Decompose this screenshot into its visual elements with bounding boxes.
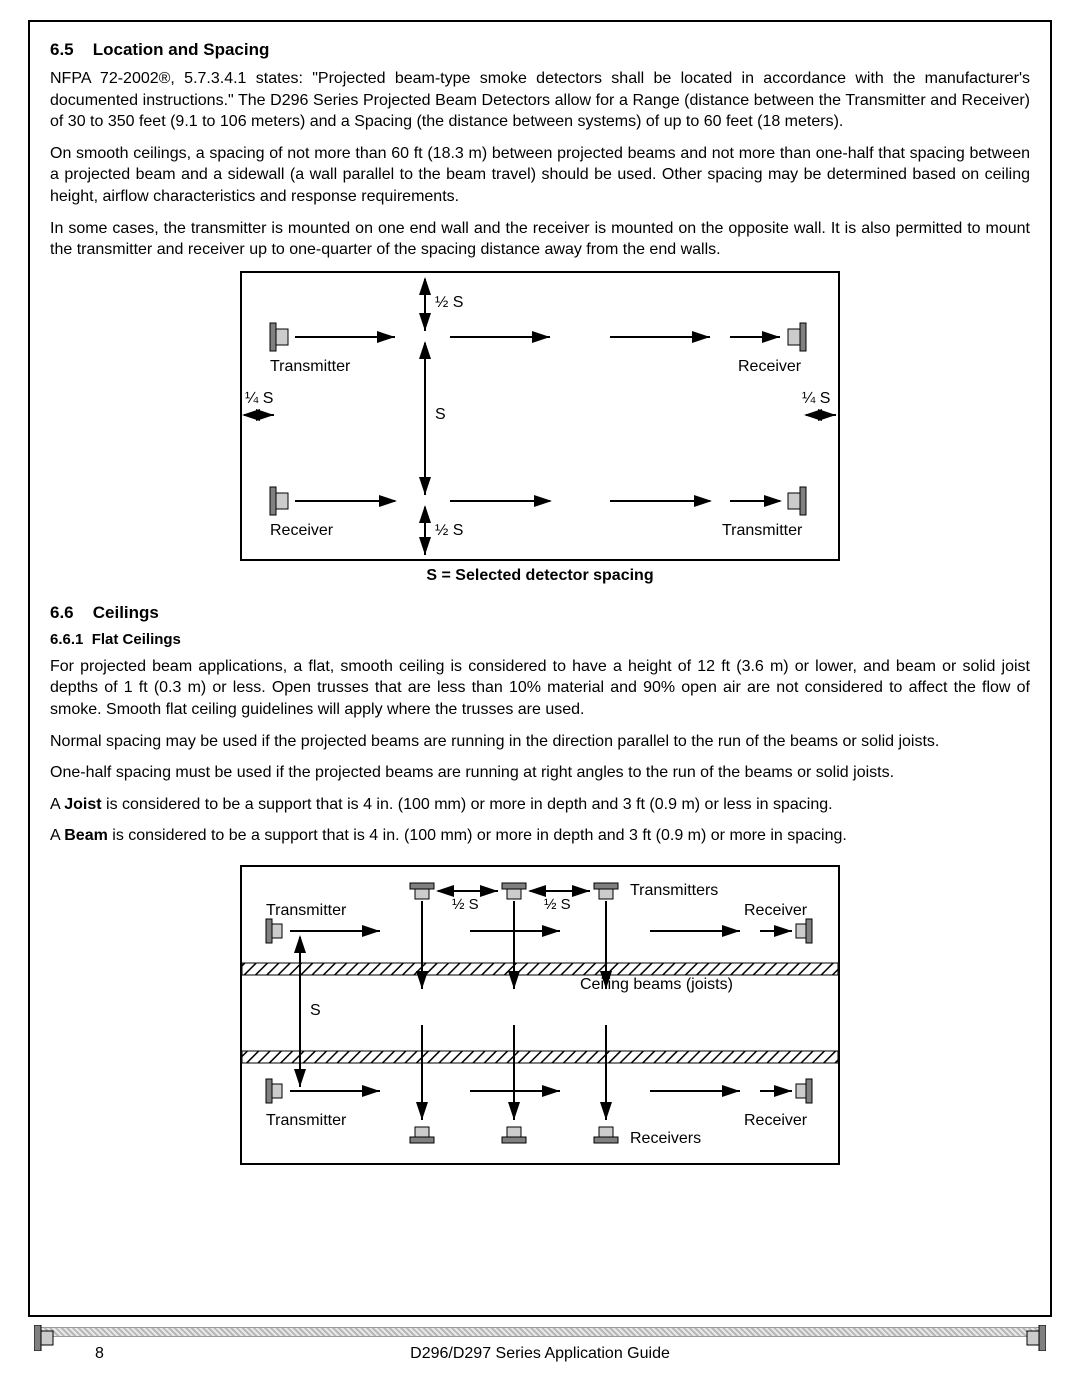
footer-rule xyxy=(40,1327,1040,1337)
svg-text:Receiver: Receiver xyxy=(744,1112,808,1129)
heading-title: Ceilings xyxy=(93,603,159,622)
label-quarter-s-r: ¼ S xyxy=(802,390,830,407)
svg-text:Receiver: Receiver xyxy=(744,902,808,919)
label-receiver-bl: Receiver xyxy=(270,522,334,539)
heading-6-6-1: 6.6.1 Flat Ceilings xyxy=(50,631,1030,648)
page-number: 8 xyxy=(95,1345,104,1363)
subheading-title: Flat Ceilings xyxy=(92,631,181,648)
svg-text:Transmitter: Transmitter xyxy=(266,902,347,919)
para-5: Normal spacing may be used if the projec… xyxy=(50,731,1030,753)
para-7: A Joist is considered to be a support th… xyxy=(50,794,1030,816)
para-1: NFPA 72-2002®, 5.7.3.4.1 states: "Projec… xyxy=(50,68,1030,133)
page-frame: 6.5 Location and Spacing NFPA 72-2002®, … xyxy=(28,20,1052,1317)
para-8: A Beam is considered to be a support tha… xyxy=(50,825,1030,847)
heading-title: Location and Spacing xyxy=(93,40,270,59)
label-receiver-tr: Receiver xyxy=(738,358,802,375)
label-half-s-bot: ½ S xyxy=(435,522,463,539)
svg-text:½ S: ½ S xyxy=(452,896,479,913)
heading-6-5: 6.5 Location and Spacing xyxy=(50,40,1030,60)
heading-num: 6.6 xyxy=(50,603,88,623)
label-quarter-s-l: ¼ S xyxy=(245,390,273,407)
figure-ceiling-diagram: ½ S ½ S Transmitters Transmitter Receive… xyxy=(240,865,840,1165)
figure-1-caption: S = Selected detector spacing xyxy=(50,567,1030,585)
para-4: For projected beam applications, a flat,… xyxy=(50,656,1030,721)
heading-num: 6.5 xyxy=(50,40,88,60)
svg-text:Receivers: Receivers xyxy=(630,1130,701,1147)
label-transmitter-br: Transmitter xyxy=(722,522,803,539)
heading-6-6: 6.6 Ceilings xyxy=(50,603,1030,623)
footer-title: D296/D297 Series Application Guide xyxy=(410,1345,670,1362)
footer-text: 8 D296/D297 Series Application Guide xyxy=(40,1345,1040,1363)
para-3: In some cases, the transmitter is mounte… xyxy=(50,218,1030,261)
svg-text:½ S: ½ S xyxy=(544,896,571,913)
page-footer: 8 D296/D297 Series Application Guide xyxy=(40,1327,1040,1367)
svg-text:S: S xyxy=(310,1002,321,1019)
svg-text:Ceiling beams (joists): Ceiling beams (joists) xyxy=(580,976,733,993)
label-half-s-top: ½ S xyxy=(435,294,463,311)
para-2: On smooth ceilings, a spacing of not mor… xyxy=(50,143,1030,208)
subheading-num: 6.6.1 xyxy=(50,631,83,648)
svg-text:Transmitter: Transmitter xyxy=(266,1112,347,1129)
svg-text:Transmitters: Transmitters xyxy=(630,882,718,899)
label-transmitter-tl: Transmitter xyxy=(270,358,351,375)
para-6: One-half spacing must be used if the pro… xyxy=(50,762,1030,784)
label-s: S xyxy=(435,406,446,423)
figure-spacing-diagram: ½ S S ½ S ¼ S ¼ S Transmitter Receiver R… xyxy=(240,271,840,561)
